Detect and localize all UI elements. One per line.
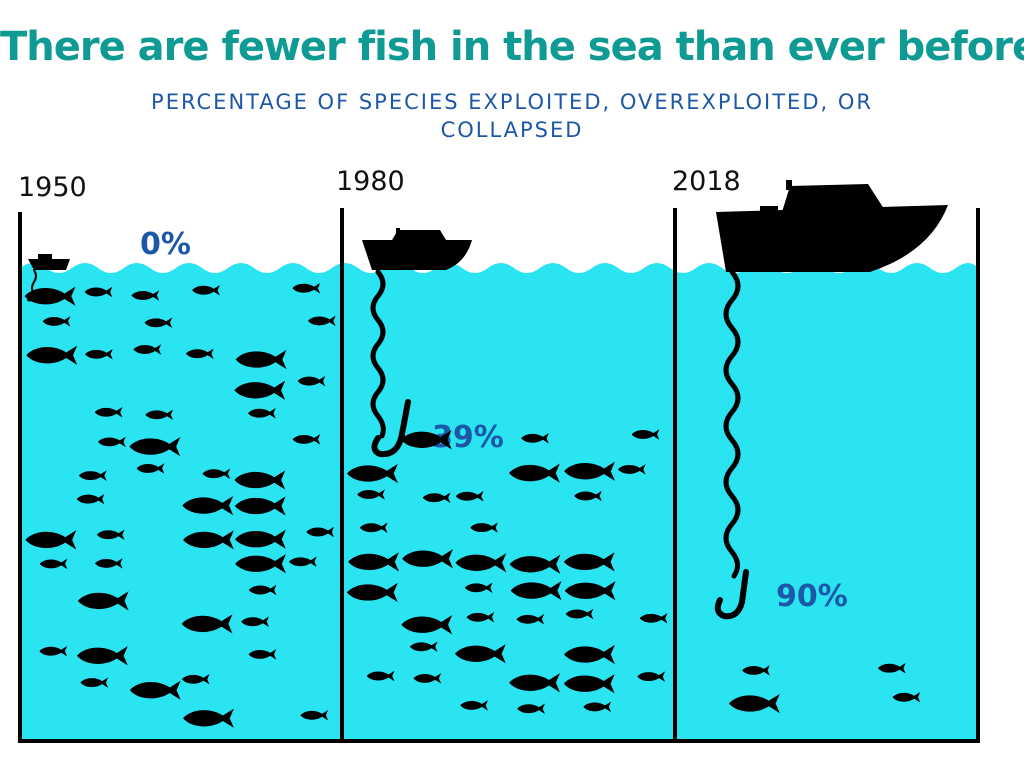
boat-1980 xyxy=(362,228,472,270)
value-label-1950: 0% xyxy=(140,227,191,262)
value-label-2018: 90% xyxy=(776,579,848,614)
chart-subtitle: PERCENTAGE OF SPECIES EXPLOITED, OVEREXP… xyxy=(151,90,873,142)
chart-title: There are fewer fish in the sea than eve… xyxy=(0,24,1024,70)
boat-1950 xyxy=(28,254,70,270)
water-surface xyxy=(20,263,978,740)
year-label-2018: 2018 xyxy=(672,166,741,197)
year-label-1950: 1950 xyxy=(18,172,87,203)
fishing-lines xyxy=(31,269,741,579)
tank-walls xyxy=(18,208,980,743)
year-label-1980: 1980 xyxy=(336,166,405,197)
boat-2018 xyxy=(716,180,948,272)
